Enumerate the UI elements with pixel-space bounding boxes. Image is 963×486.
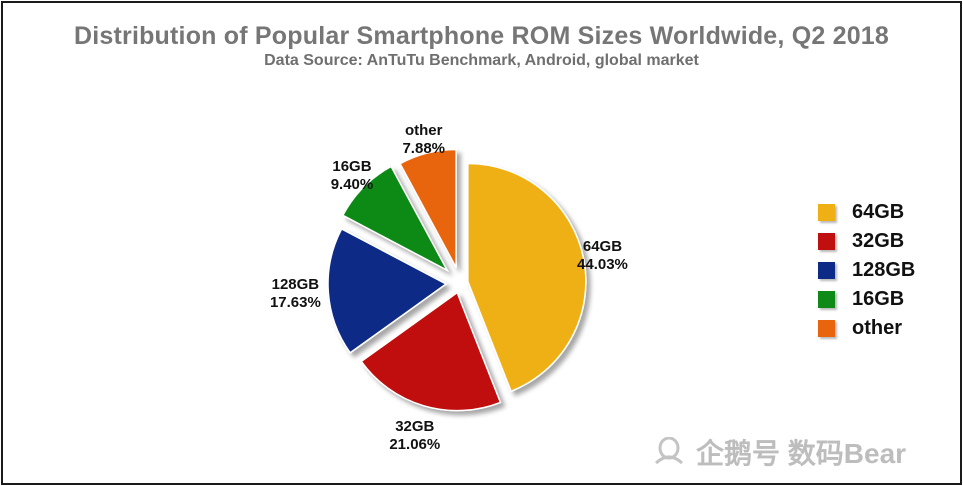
legend-label: 16GB	[852, 288, 905, 310]
legend-label: 128GB	[852, 259, 916, 281]
legend-label: 64GB	[852, 201, 905, 223]
legend-item-other: other	[818, 314, 915, 343]
slice-label-other: other 7.88%	[402, 122, 445, 158]
slice-label-name: 64GB	[582, 237, 623, 255]
legend-item-16gb: 16GB	[818, 285, 915, 314]
slice-label-percent: 7.88%	[402, 139, 446, 157]
legend-label: 32GB	[852, 230, 905, 252]
legend-swatch	[818, 204, 835, 221]
legend-swatch	[818, 233, 835, 250]
slice-label-name: other	[404, 121, 443, 139]
slice-label-percent: 21.06%	[389, 436, 441, 454]
legend-label: other	[852, 317, 902, 339]
watermark-text: 企鹅号 数码Bear	[696, 438, 907, 469]
watermark: 企鹅号 数码Bear	[652, 432, 906, 472]
legend-swatch	[818, 320, 835, 337]
slice-label-32gb: 32GB 21.06%	[389, 418, 440, 454]
slice-label-name: 128GB	[271, 276, 320, 294]
slice-label-percent: 17.63%	[269, 294, 321, 312]
chart-subtitle: Data Source: AnTuTu Benchmark, Android, …	[264, 52, 699, 69]
legend-item-32gb: 32GB	[818, 227, 915, 256]
pie-slice-other	[398, 148, 457, 268]
slice-label-percent: 44.03%	[577, 255, 628, 273]
slice-label-name: 16GB	[332, 158, 372, 176]
slice-label-64gb: 64GB 44.03%	[577, 238, 628, 274]
chart-title: Distribution of Popular Smartphone ROM S…	[73, 22, 890, 50]
legend-swatch	[818, 262, 835, 279]
pie-slice-64gb	[467, 162, 587, 393]
pie-slice-32gb	[360, 291, 502, 412]
slice-label-name: 32GB	[395, 418, 435, 436]
legend-item-64gb: 64GB	[818, 198, 915, 227]
penguin-logo-icon	[652, 436, 686, 467]
slice-label-128gb: 128GB 17.63%	[270, 276, 321, 312]
slice-label-16gb: 16GB 9.40%	[331, 158, 374, 194]
pie-slice-128gb	[327, 227, 448, 354]
legend-swatch	[818, 291, 835, 308]
legend-item-128gb: 128GB	[818, 256, 915, 285]
pie-slice-16gb	[341, 165, 450, 273]
slice-label-percent: 9.40%	[330, 176, 374, 194]
legend: 64GB 32GB 128GB 16GB other	[818, 198, 915, 343]
